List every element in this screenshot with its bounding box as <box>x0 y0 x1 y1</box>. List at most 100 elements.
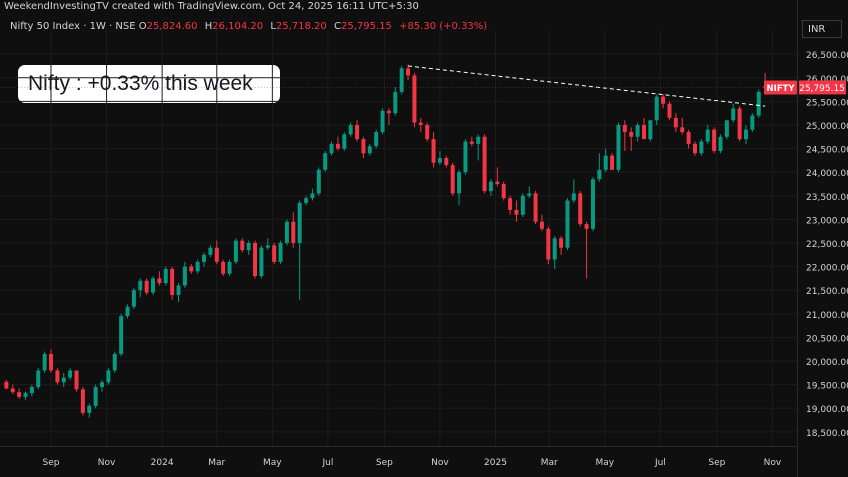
candle <box>648 120 653 142</box>
candle <box>565 198 570 251</box>
candle <box>17 388 22 399</box>
candle <box>680 117 685 135</box>
low-label: L <box>270 21 276 32</box>
candle <box>546 226 551 265</box>
candle <box>514 200 519 222</box>
candle <box>131 287 136 310</box>
candle <box>533 191 538 225</box>
candle <box>227 259 232 277</box>
candle-body <box>316 169 321 194</box>
candle <box>23 391 28 400</box>
x-tick-label: Sep <box>376 458 393 468</box>
candle-body <box>42 353 47 371</box>
candle-body <box>157 278 162 284</box>
candle-body <box>450 165 455 194</box>
candle-body <box>673 117 678 128</box>
candle <box>743 124 748 144</box>
candle-body <box>603 155 608 170</box>
candle <box>482 134 487 194</box>
candle <box>144 278 149 295</box>
candle-body <box>342 134 347 149</box>
candle-body <box>93 386 98 406</box>
candle <box>208 245 213 258</box>
candle <box>246 240 251 255</box>
y-tick-label: 22,500.00 <box>806 240 848 250</box>
candle <box>756 89 761 118</box>
candle-body <box>444 158 449 166</box>
candle <box>316 167 321 196</box>
candle <box>138 278 143 298</box>
candle <box>55 368 60 385</box>
x-tick-label: Jul <box>654 458 666 468</box>
candle-body <box>546 228 551 260</box>
candle <box>597 153 602 182</box>
x-tick-label: Mar <box>541 458 558 468</box>
candle-body <box>501 183 506 199</box>
candle <box>712 127 717 154</box>
candle <box>80 386 85 416</box>
candle-body <box>386 110 391 114</box>
candle-body <box>189 266 194 272</box>
candle-body <box>508 198 513 210</box>
candle-body <box>559 238 564 248</box>
candle-body <box>667 103 672 118</box>
candle <box>278 240 283 265</box>
x-tick-label: May <box>596 458 615 468</box>
candle <box>425 122 430 142</box>
candle-body <box>361 139 366 154</box>
candle-body <box>680 127 685 133</box>
candle <box>259 245 264 279</box>
candle <box>393 87 398 116</box>
candle-body <box>648 120 653 140</box>
candle <box>176 283 181 303</box>
candle-body <box>323 153 328 170</box>
candle-body <box>654 96 659 121</box>
candle-body <box>61 377 66 383</box>
candle <box>182 261 187 288</box>
candle-body <box>457 172 462 194</box>
candle-body <box>737 108 742 140</box>
candle-body <box>610 155 615 170</box>
candle-body <box>437 158 442 163</box>
candle-body <box>712 129 717 151</box>
candle-body <box>699 141 704 154</box>
candle-body <box>520 195 525 215</box>
candle <box>361 136 366 159</box>
candle-body <box>590 179 595 229</box>
candle <box>386 108 391 125</box>
candle <box>724 120 729 140</box>
currency-button[interactable]: INR <box>802 20 842 38</box>
candle <box>380 108 385 135</box>
candle-body <box>151 278 156 293</box>
candle <box>412 73 417 128</box>
candle <box>74 370 79 392</box>
candle <box>233 238 238 265</box>
candle <box>310 188 315 201</box>
symbol-tag <box>764 80 797 95</box>
x-tick-label: Sep <box>43 458 60 468</box>
y-tick-label: 22,000.00 <box>806 264 848 274</box>
candle <box>151 276 156 295</box>
candle-body <box>380 110 385 133</box>
y-tick-label: 25,000.00 <box>806 122 848 132</box>
candle-body <box>182 266 187 286</box>
candle-body <box>272 245 277 262</box>
candle-body <box>291 221 296 243</box>
x-tick-label: 2025 <box>484 458 507 468</box>
candle-body <box>686 132 691 144</box>
candle <box>488 179 493 196</box>
candle <box>304 195 309 206</box>
candle <box>457 169 462 206</box>
candle-body <box>119 316 124 354</box>
candle <box>214 240 219 265</box>
candle-body <box>195 261 200 272</box>
candle <box>202 252 207 267</box>
candle-body <box>597 169 602 180</box>
candle-body <box>482 136 487 192</box>
candle <box>342 132 347 151</box>
candle-body <box>304 198 309 203</box>
candle-body <box>259 247 264 277</box>
candle <box>272 243 277 265</box>
candle-body <box>418 122 423 125</box>
candle <box>686 129 691 149</box>
